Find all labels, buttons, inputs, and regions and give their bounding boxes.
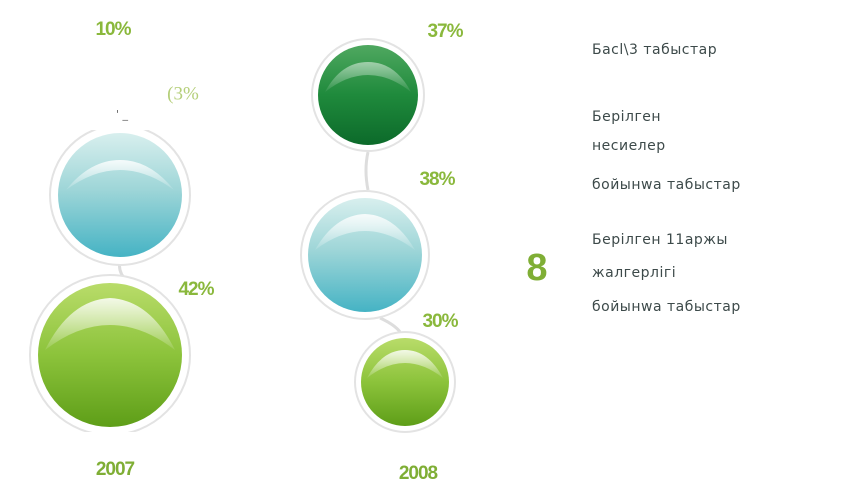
year-label: 2008 [399,463,438,484]
legend-text: Берілген 11аржы [592,232,728,248]
legend-text: Берілген [592,109,661,125]
percent-label: 38% [419,169,455,190]
year-label: 2007 [96,459,135,480]
percent-label: 30% [422,311,458,332]
legend-text: жалгерлігі [592,265,676,281]
legend-text: несиелер [592,138,666,154]
marker: 8 [526,247,547,289]
percent-label: (3% [167,83,199,104]
percent-label: 42% [178,279,214,300]
legend-text: Басl\3 табыстар [592,42,717,58]
bubbles-2007 [30,125,190,435]
legend-text: бойынwa табыстар [592,177,741,193]
note: ' _ [116,108,129,121]
legend-text: бойынwa табыстар [592,299,741,315]
infographic: 10% (3% ' _ 42% 2007 37% 38% 30% 2008 8 … [0,0,845,486]
bubbles-2008 [301,39,455,432]
percent-label: 10% [95,19,131,40]
percent-label: 37% [427,21,463,42]
